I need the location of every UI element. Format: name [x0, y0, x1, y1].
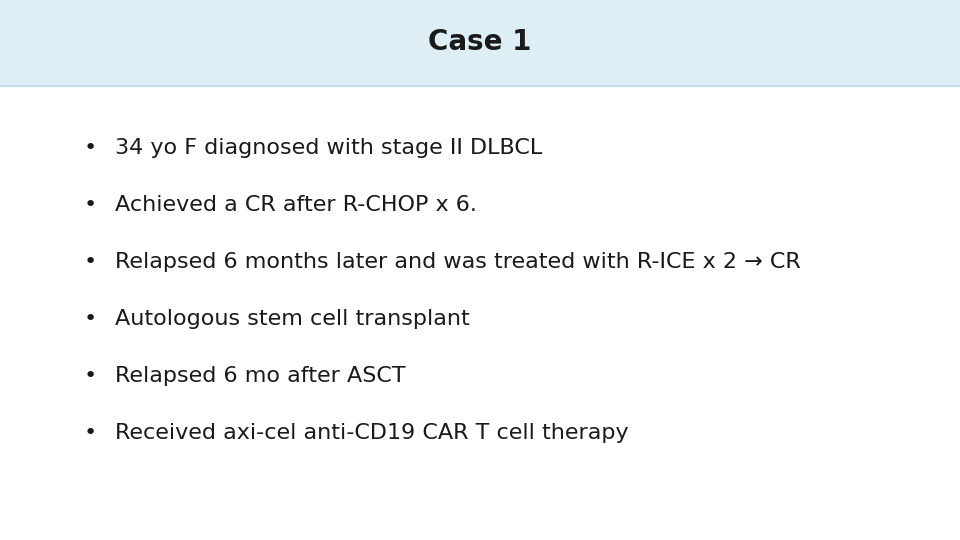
Text: Relapsed 6 mo after ASCT: Relapsed 6 mo after ASCT	[115, 366, 406, 386]
Text: Relapsed 6 months later and was treated with R-ICE x 2 → CR: Relapsed 6 months later and was treated …	[115, 252, 801, 272]
Text: Autologous stem cell transplant: Autologous stem cell transplant	[115, 309, 469, 329]
Bar	[0, 85, 960, 87]
Text: •: •	[84, 423, 97, 443]
Text: •: •	[84, 252, 97, 272]
Text: Received axi-cel anti-CD19 CAR T cell therapy: Received axi-cel anti-CD19 CAR T cell th…	[115, 423, 629, 443]
Text: •: •	[84, 195, 97, 215]
Text: •: •	[84, 138, 97, 158]
Text: Achieved a CR after R-CHOP x 6.: Achieved a CR after R-CHOP x 6.	[115, 195, 477, 215]
Text: •: •	[84, 309, 97, 329]
Text: 34 yo F diagnosed with stage II DLBCL: 34 yo F diagnosed with stage II DLBCL	[115, 138, 542, 158]
Text: •: •	[84, 366, 97, 386]
Bar	[0, 0, 960, 85]
Text: Case 1: Case 1	[428, 29, 532, 57]
